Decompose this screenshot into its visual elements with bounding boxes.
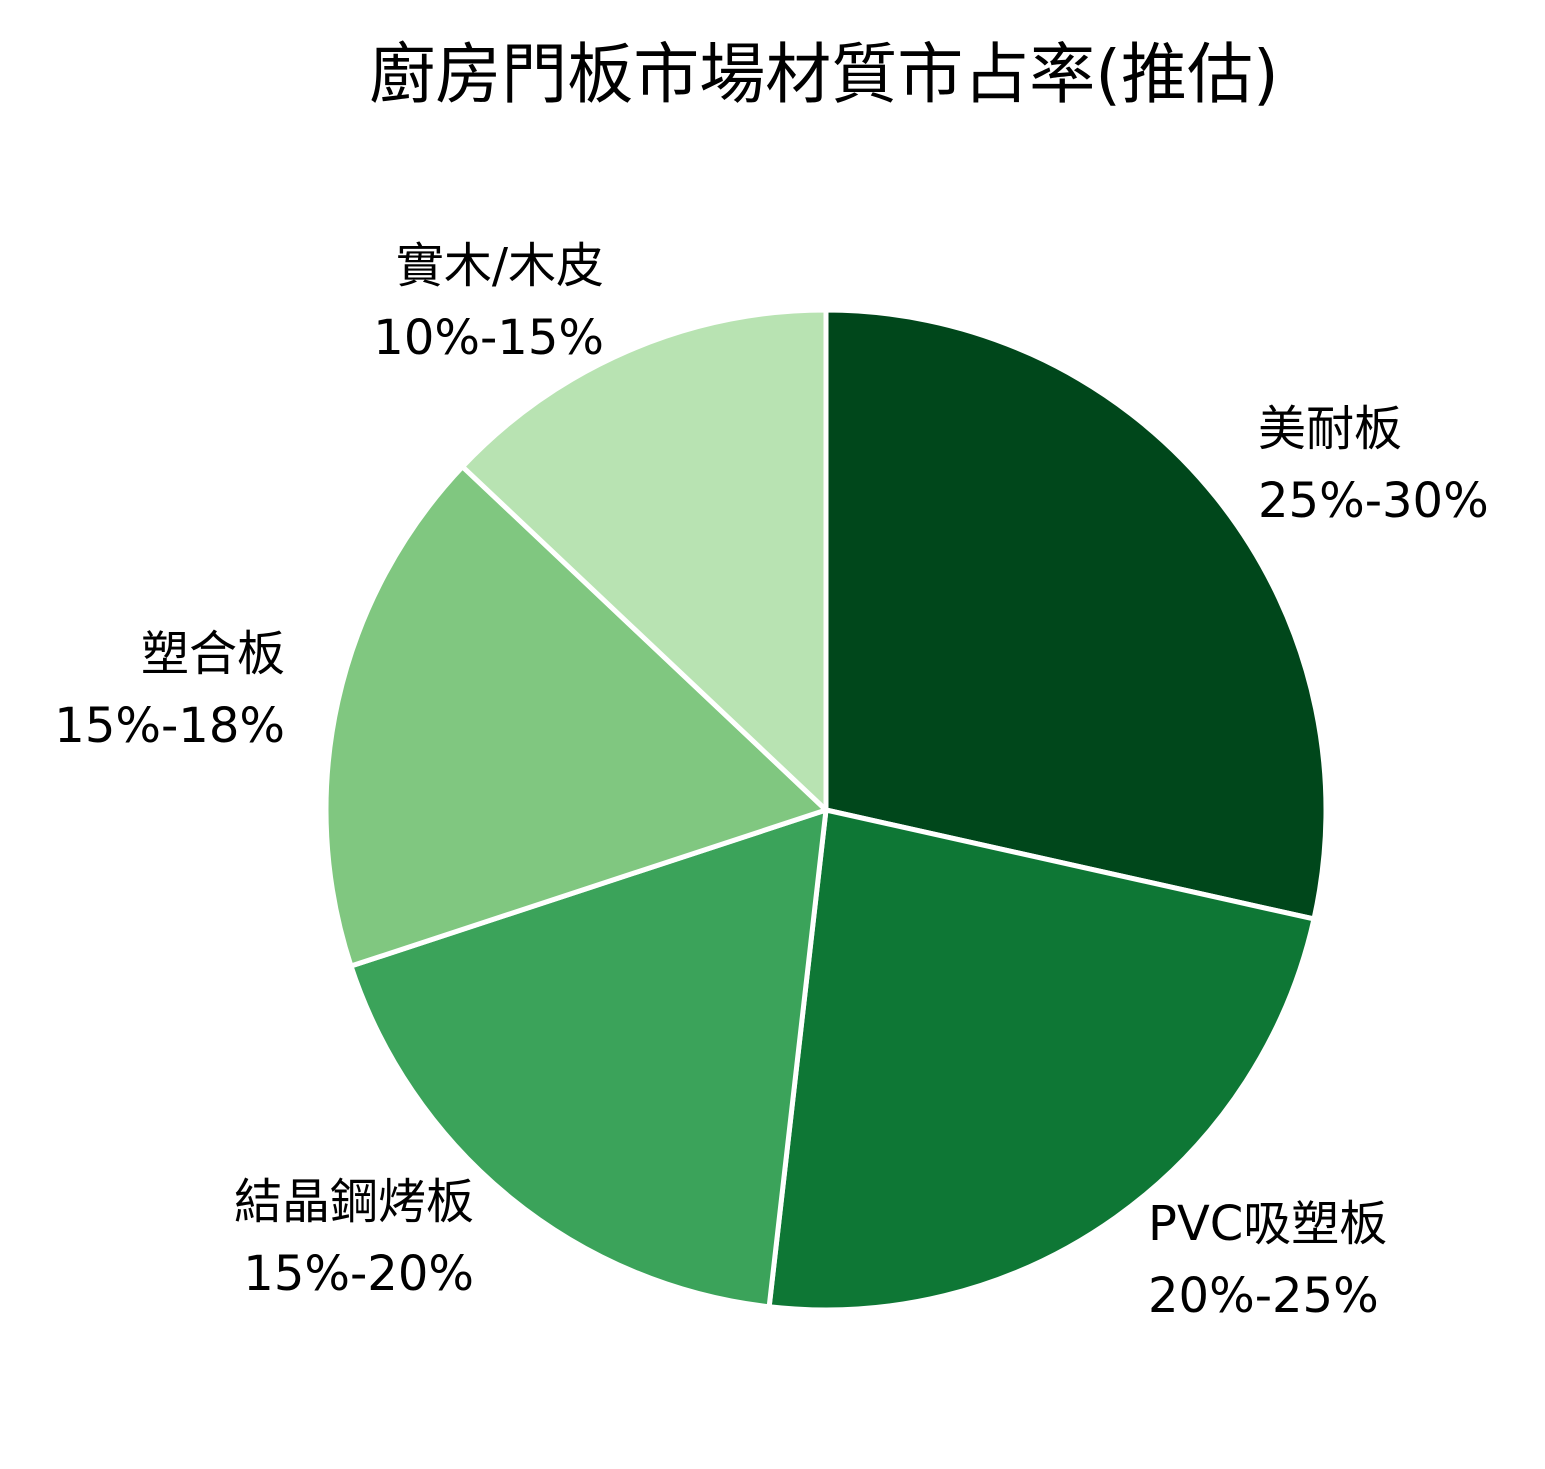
pie-slice	[823, 307, 1329, 922]
pie-slice	[348, 807, 829, 1310]
slice-name-label: 美耐板	[1258, 401, 1402, 457]
slice-name-label: 塑合板	[141, 626, 285, 682]
slice-name-label: 結晶鋼烤板	[234, 1174, 474, 1230]
slice-name-label: PVC吸塑板	[1148, 1196, 1387, 1252]
pie-labels: 美耐板 25%-30% PVC吸塑板 20%-25% 結晶鋼烤板 15%-20% 塑合板 15…	[54, 238, 1488, 1324]
chart-title: 廚房門板市場材質市占率(推估)	[369, 36, 1279, 113]
pie-slice	[460, 307, 829, 813]
slice-range-label: 10%-15%	[373, 310, 604, 366]
pie-slice	[766, 807, 1317, 1313]
pie-slices	[323, 307, 1329, 1313]
slice-range-label: 15%-20%	[243, 1246, 474, 1302]
slice-range-label: 25%-30%	[1258, 473, 1489, 529]
slice-range-label: 20%-25%	[1148, 1268, 1379, 1324]
pie-slice	[323, 464, 829, 969]
slice-name-label: 實木/木皮	[396, 238, 604, 294]
slice-range-label: 15%-18%	[54, 698, 285, 754]
